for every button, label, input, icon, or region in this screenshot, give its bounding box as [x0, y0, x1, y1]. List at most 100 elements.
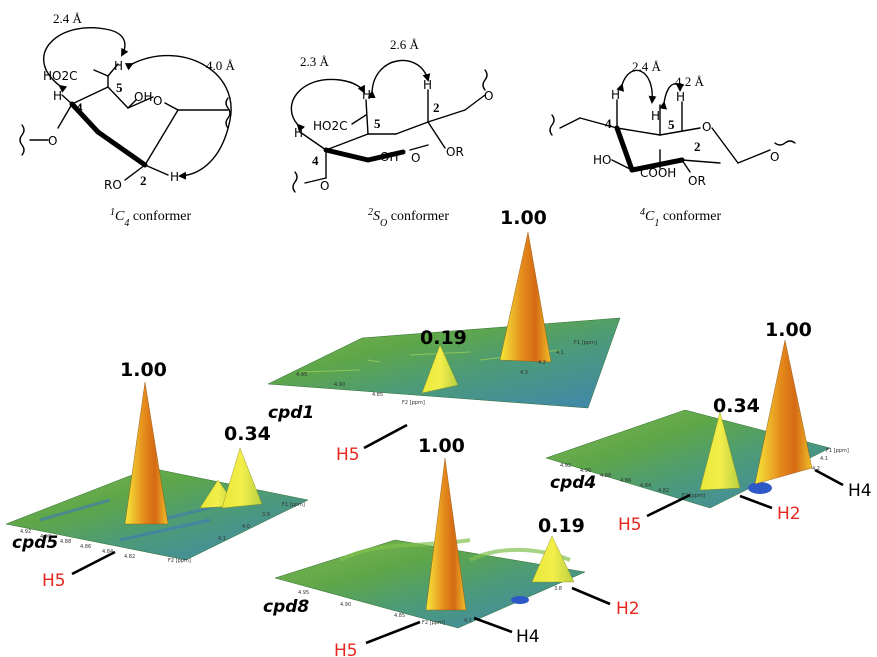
- peak: [221, 447, 263, 509]
- peak: [425, 457, 467, 611]
- tick-label: 4.90: [580, 468, 591, 474]
- tick-label: F2 [ppm]: [422, 620, 445, 626]
- proton-label: H4: [516, 627, 540, 647]
- tick-label: 4.86: [620, 478, 631, 484]
- conformer-label: 2SO conformer: [368, 207, 449, 229]
- compound-label: cpd4: [550, 473, 596, 493]
- proton-label: H5: [618, 515, 642, 535]
- peak: [421, 344, 459, 394]
- atom-label: HO2C: [313, 119, 347, 133]
- tick-label: 4.1: [556, 350, 564, 356]
- carbon-number: 2: [694, 139, 701, 154]
- carbon-number: 4: [312, 153, 319, 168]
- peak: [499, 231, 552, 363]
- leader-line: [814, 468, 844, 487]
- noe-arrow: [43, 27, 129, 93]
- tick-label: 4.90: [40, 534, 51, 540]
- spectrum-cpd4: 4.92 4.90 4.88 4.86 4.84 4.82 F2 [ppm] 4…: [545, 319, 872, 535]
- tick-label: 4.84: [640, 483, 651, 489]
- proton-label: H5: [42, 571, 66, 591]
- distance-label: 4.0 Å: [206, 58, 236, 73]
- atom-label: O: [770, 150, 779, 164]
- tick-label: 4.1: [464, 618, 472, 624]
- conformer-label: 4C1 conformer: [640, 207, 721, 229]
- leader-line: [473, 616, 513, 634]
- tick-label: 4.90: [334, 382, 345, 388]
- tick-label: 4.86: [80, 544, 91, 550]
- carbon-number: 5: [374, 116, 381, 131]
- atom-label: O: [153, 94, 162, 108]
- tick-label: F2 [ppm]: [682, 493, 705, 499]
- proton-label: H5: [336, 445, 360, 465]
- atom-label: O: [484, 89, 493, 103]
- carbon-number: 5: [668, 117, 675, 132]
- atom-label: HO: [593, 153, 611, 167]
- tick-label: 4.2: [812, 466, 820, 472]
- tick-label: F1 [ppm]: [826, 448, 849, 454]
- peak-value: 0.19: [538, 515, 585, 537]
- tick-label: 3.9: [262, 512, 270, 518]
- tick-label: 4.90: [340, 602, 351, 608]
- tick-label: 4.3: [520, 370, 528, 376]
- atom-label: O: [411, 151, 420, 165]
- tick-label: 4.82: [658, 488, 669, 494]
- noe-arrow: [290, 78, 365, 133]
- carbon-number: 2: [140, 173, 147, 188]
- noe-arrow: [124, 54, 232, 180]
- tick-label: 4.95: [296, 372, 307, 378]
- atom-label: H: [611, 88, 620, 102]
- distance-label: 2.4 Å: [632, 59, 662, 74]
- leader-line: [571, 586, 611, 606]
- tick-label: 4.92: [560, 463, 571, 469]
- atom-label: O: [320, 179, 329, 193]
- spectrum-cpd8: 4.95 4.90 4.85 F2 [ppm] 4.1 3.8 1.00 0.1…: [263, 435, 640, 657]
- atom-label: RO: [104, 178, 122, 192]
- tick-label: 4.88: [600, 473, 611, 479]
- carbon-number: 2: [433, 100, 440, 115]
- spectrum-cpd5: 4.92 4.90 4.88 4.86 4.84 4.82 F2 [ppm] 4…: [5, 359, 309, 591]
- conformer-4C1: H H H O O HO COOH OR 4 5 2 2.4 Å 4.2 Å 4…: [549, 59, 796, 229]
- atom-label: H: [651, 109, 660, 123]
- distance-label: 2.3 Å: [300, 54, 330, 69]
- atom-label: H: [114, 59, 123, 73]
- peak-value: 0.34: [713, 395, 760, 417]
- atom-label: OR: [446, 145, 464, 159]
- peak: [754, 339, 813, 485]
- compound-label: cpd5: [12, 533, 58, 553]
- atom-label: COOH: [640, 166, 676, 180]
- tick-label: F1 [ppm]: [282, 502, 305, 508]
- atom-label: H: [170, 170, 179, 184]
- tick-label: 4.88: [60, 539, 71, 545]
- conformer-2SO: HO2C H H H OH O OR O O 5 4 2 2.3 Å 2.6 Å…: [290, 37, 493, 229]
- tick-label: 4.2: [538, 360, 546, 366]
- tick-label: 4.1: [820, 456, 828, 462]
- spectrum-cpd1: 4.95 4.90 4.85 F2 [ppm] 4.3 4.2 4.1 F1 […: [267, 207, 621, 465]
- negative-dip: [511, 596, 529, 604]
- peak-value: 1.00: [120, 359, 167, 381]
- atom-label: H: [676, 90, 685, 104]
- proton-label: H2: [777, 504, 801, 524]
- tick-label: 4.92: [20, 529, 31, 535]
- tick-label: 4.82: [124, 554, 135, 560]
- tick-label: F2 [ppm]: [168, 558, 191, 564]
- proton-label: H4: [848, 481, 872, 501]
- leader-line: [739, 494, 773, 510]
- compound-label: cpd1: [268, 403, 314, 423]
- leader-line: [365, 620, 421, 645]
- atom-label: O: [702, 120, 711, 134]
- carbon-number: 4: [605, 116, 612, 131]
- atom-label: OH: [134, 90, 152, 104]
- peak-value: 0.19: [420, 327, 467, 349]
- compound-label: cpd8: [263, 597, 309, 617]
- carbon-number: 4: [76, 100, 83, 115]
- peak: [699, 411, 741, 491]
- peak-value: 1.00: [418, 435, 465, 457]
- tick-label: 4.1: [218, 536, 226, 542]
- atom-label: OH: [380, 150, 398, 164]
- atom-label: O: [48, 134, 57, 148]
- negative-dip: [748, 482, 772, 494]
- distance-label: 2.6 Å: [390, 37, 420, 52]
- noe-arrow: [659, 83, 684, 110]
- leader-line: [71, 550, 116, 576]
- atom-label: H: [294, 126, 303, 140]
